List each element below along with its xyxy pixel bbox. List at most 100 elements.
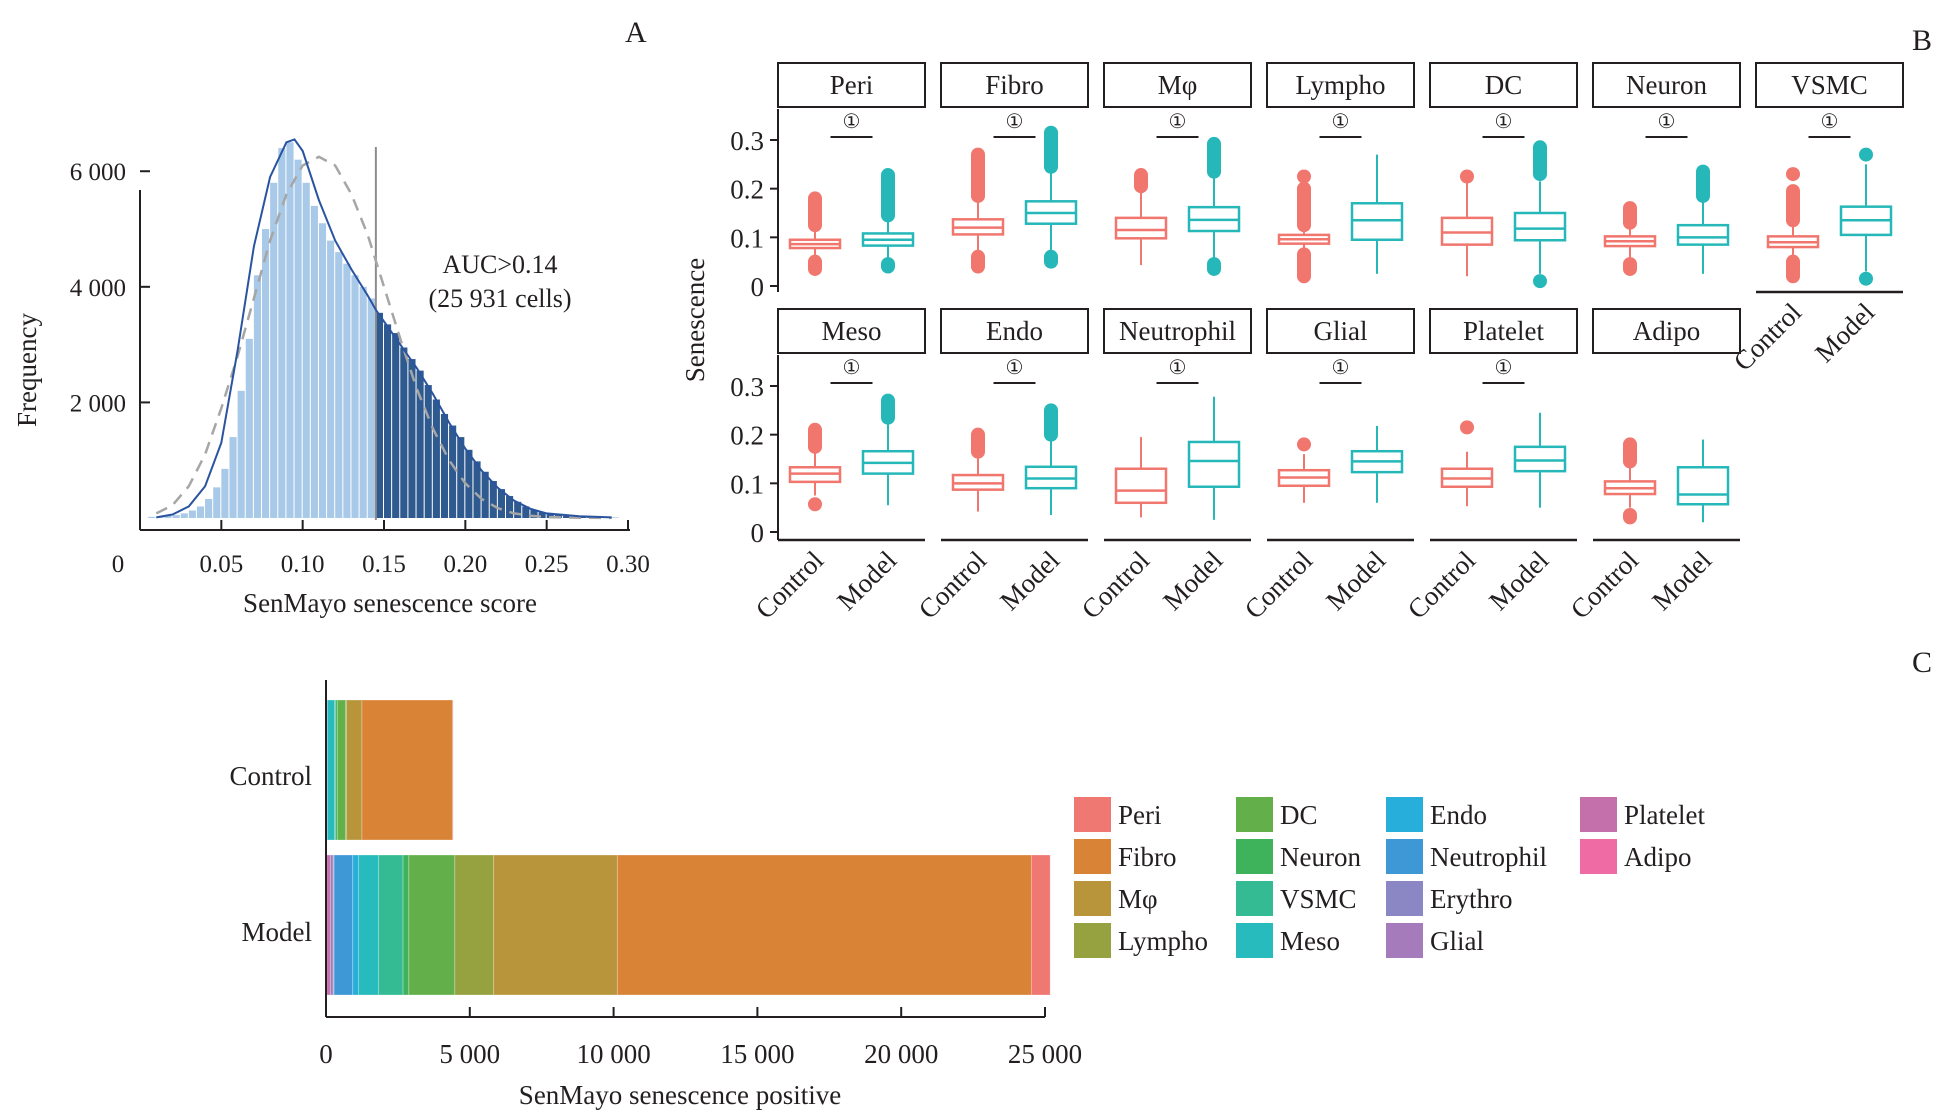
histogram-bar [440, 413, 449, 518]
facet-title: Platelet [1463, 316, 1544, 346]
y-tick-label: 0.2 [730, 175, 764, 205]
box-model [1676, 466, 1730, 506]
outlier-cluster [1533, 140, 1547, 182]
legend-label: Peri [1118, 800, 1162, 830]
facet-strip [1592, 62, 1741, 108]
y-tick-label: 4 000 [70, 275, 126, 302]
facet-title: VSMC [1791, 70, 1868, 100]
facet-strip [1266, 62, 1415, 108]
outlier-cluster [971, 427, 985, 459]
facet-strip [1755, 62, 1904, 108]
legend-item: Adipo [1580, 839, 1692, 874]
legend-item: Platelet [1580, 797, 1705, 832]
facet-strip [1103, 62, 1252, 108]
facet-strip [1103, 308, 1252, 354]
histogram-bar [318, 223, 327, 518]
outlier-point [1460, 420, 1474, 435]
histogram-bar [432, 399, 440, 518]
legend-item: Glial [1386, 923, 1484, 958]
legend-swatch [1236, 797, 1273, 832]
bar-segment-endo [352, 854, 359, 996]
facet-title: Neuron [1626, 70, 1707, 100]
y-tick-label: 0.3 [730, 372, 764, 402]
bar-segment-meso [327, 699, 336, 841]
x-tick-label: Model [831, 545, 902, 616]
legend-swatch [1236, 923, 1273, 958]
histogram-bar [213, 487, 221, 518]
histogram-bar [286, 142, 294, 518]
legend-label: Neutrophil [1430, 842, 1547, 872]
x-tick-label: 0 [319, 1039, 333, 1069]
histogram-bar [408, 359, 416, 518]
x-axis-title: SenMayo senescence positive [519, 1080, 841, 1110]
histogram-bar [343, 263, 351, 518]
facet-m: Mφ ① [1103, 62, 1252, 276]
bar-segment-mphi [493, 854, 618, 996]
x-ticks: 0.05 0.10 0.15 0.20 0.25 0.30 [199, 520, 650, 578]
outlier-point [1533, 274, 1547, 289]
histogram-bar [196, 506, 205, 518]
x-tick-label: Model [1809, 297, 1880, 368]
legend-swatch [1236, 839, 1273, 874]
histogram-bars [148, 142, 619, 519]
outlier-cluster [1623, 257, 1637, 276]
significance-marker: ① [1495, 111, 1513, 133]
facet-endo: Endo Control Model ① [913, 308, 1089, 625]
boxplot-panel: Senescence Peri00.10.20.3①Fibro①Mφ①Lymph… [680, 62, 1904, 625]
y-tick-label: 0.1 [730, 223, 764, 253]
x-tick-label: 5 000 [439, 1039, 500, 1069]
histogram-bar [245, 338, 253, 518]
outlier-cluster [881, 168, 895, 223]
y-tick-label: 6 000 [70, 159, 126, 186]
histogram-bar [335, 252, 343, 518]
x-tick-label: 20 000 [864, 1039, 938, 1069]
histogram-bar [424, 385, 432, 518]
legend-item: Meso [1236, 923, 1340, 958]
facet-title: Mφ [1158, 70, 1198, 100]
outlier-cluster [1623, 201, 1637, 230]
box-control [1114, 216, 1168, 240]
outlier-cluster [808, 191, 822, 233]
annotation-line-2: (25 931 cells) [429, 284, 572, 313]
y-tick-label: 0 [751, 518, 765, 548]
outlier-cluster [881, 393, 895, 425]
histogram-bar [367, 298, 375, 518]
y-tick-label: 0.1 [730, 469, 764, 499]
density-curve [156, 138, 612, 519]
facet-meso: Meso 0 0.1 0.2 0.3 Control Model ① [730, 308, 926, 625]
outlier-point [1859, 271, 1873, 286]
histogram-bar [359, 286, 367, 518]
bar-segment-dc [337, 699, 346, 841]
significance-marker: ① [1495, 357, 1513, 379]
histogram-bar [188, 510, 196, 518]
legend-swatch [1074, 881, 1111, 916]
legend-item: Lympho [1074, 923, 1208, 958]
significance-marker: ① [843, 357, 861, 379]
histogram-bar [579, 516, 587, 518]
box-model [1676, 223, 1730, 246]
histogram-bar [164, 515, 172, 518]
histogram-bar [514, 501, 522, 518]
outlier-cluster [1134, 168, 1148, 194]
bar-segment-glial [329, 854, 334, 996]
facet-strip [1429, 308, 1578, 354]
histogram-bar [375, 312, 383, 518]
facet-title: Neutrophil [1119, 316, 1236, 346]
histogram-bar [506, 496, 514, 518]
x-tick-label: Model [1483, 545, 1554, 616]
legend-swatch [1386, 923, 1423, 958]
facet-strip [940, 308, 1089, 354]
bar-segment-vsmc [334, 699, 337, 841]
histogram-bar [180, 513, 188, 518]
facet-strip [777, 62, 926, 108]
histogram-bar [327, 240, 335, 518]
legend-item: Mφ [1074, 881, 1158, 916]
legend-label: Fibro [1118, 842, 1177, 872]
histogram-bar [384, 324, 392, 518]
histogram-bar [489, 481, 497, 518]
facet-strip [1266, 308, 1415, 354]
x-tick-label: 0.05 [199, 551, 243, 578]
outlier-cluster [1786, 254, 1800, 284]
legend-label: Lympho [1118, 926, 1208, 956]
x-tick-label: 25 000 [1008, 1039, 1082, 1069]
